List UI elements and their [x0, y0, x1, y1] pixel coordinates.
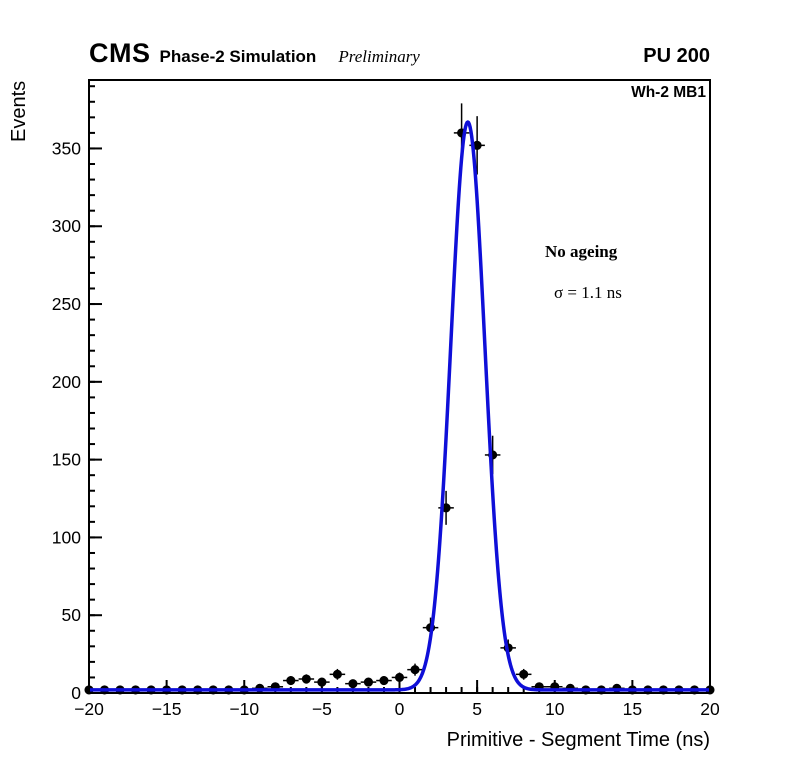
data-marker: [286, 676, 296, 686]
x-tick-label: −20: [74, 699, 104, 719]
wheel-station-label: Wh-2 MB1: [631, 84, 706, 101]
x-tick-label: 10: [545, 699, 565, 719]
y-tick-label: 50: [62, 605, 82, 625]
y-tick-label: 300: [52, 216, 81, 236]
sigma-annotation: σ = 1.1 ns: [554, 283, 622, 302]
y-tick-label: 350: [52, 138, 81, 158]
y-tick-label: 0: [71, 683, 81, 703]
y-tick-label: 250: [52, 294, 81, 314]
data-marker: [363, 677, 374, 687]
data-marker: [317, 677, 327, 687]
plot-frame: [88, 79, 711, 694]
data-marker: [301, 674, 311, 684]
x-tick-label: 5: [472, 699, 482, 719]
gaussian-fit-curve: [88, 120, 711, 692]
x-tick-label: 20: [700, 699, 720, 719]
header-left-group: CMS Phase-2 Simulation Preliminary: [89, 38, 420, 69]
data-marker: [394, 672, 405, 682]
axes: [88, 85, 711, 694]
x-axis-title: Primitive - Segment Time (ns): [446, 729, 710, 751]
x-tick-label: 0: [395, 699, 405, 719]
pileup-label: PU 200: [643, 45, 710, 67]
data-marker: [410, 665, 420, 675]
y-tick-label: 100: [52, 527, 81, 547]
data-marker: [379, 676, 389, 686]
data-marker: [332, 669, 342, 679]
data-points: [84, 103, 715, 695]
ageing-annotation: No ageing: [545, 242, 618, 261]
y-tick-label: 200: [52, 372, 81, 392]
x-tick-label: −10: [229, 699, 259, 719]
y-tick-label: 150: [52, 450, 81, 470]
phase2-simulation-label: Phase-2 Simulation: [159, 47, 317, 66]
data-marker: [348, 679, 358, 689]
preliminary-label: Preliminary: [338, 47, 420, 66]
plot-header: CMS Phase-2 Simulation Preliminary PU 20…: [89, 38, 710, 69]
x-tick-label: 15: [623, 699, 642, 719]
cms-logo-text: CMS: [89, 38, 151, 68]
y-axis-title: Events: [8, 80, 30, 142]
x-tick-label: −5: [312, 699, 332, 719]
x-tick-label: −15: [152, 699, 182, 719]
data-marker: [519, 669, 529, 679]
